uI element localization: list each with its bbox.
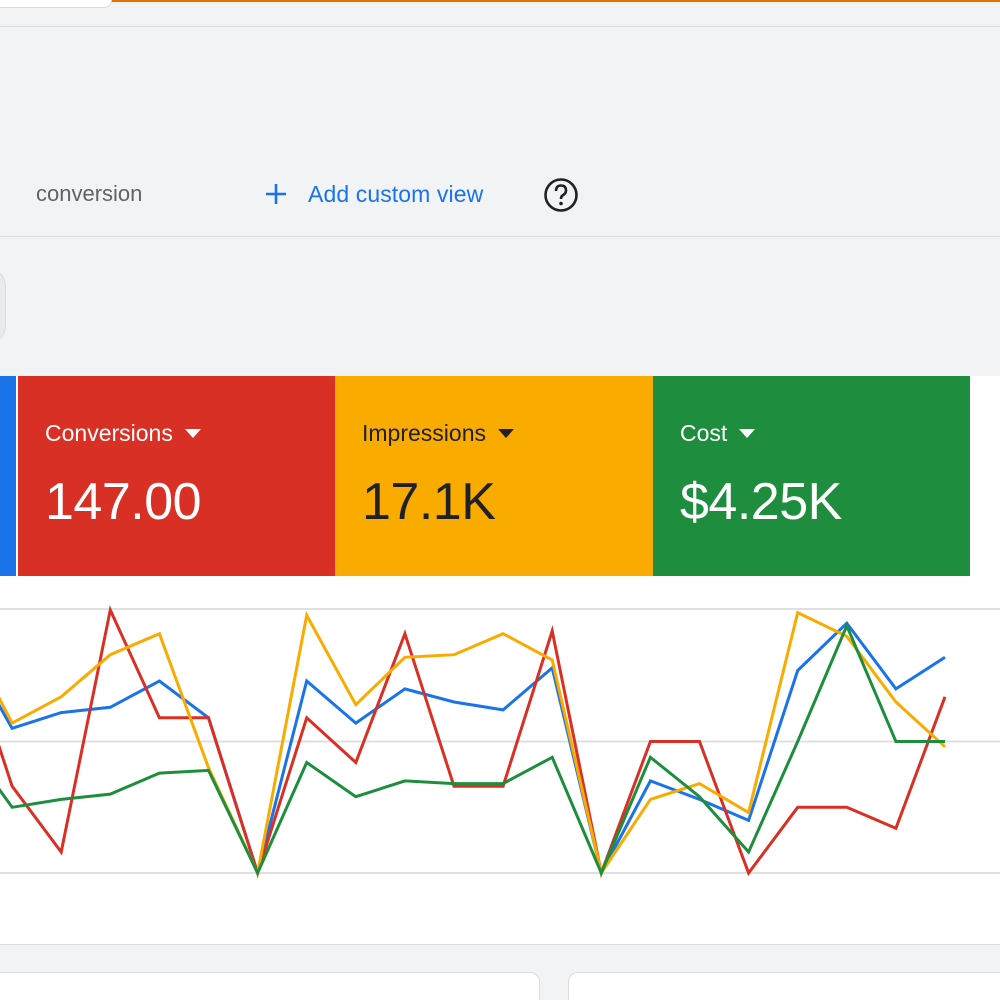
tab-conversion[interactable]: conversion [36,181,143,206]
series-line-blue [0,620,946,879]
series-line-red [0,605,947,879]
metric-card-conversions[interactable]: Conversions 147.00 [18,376,335,576]
plus-icon [266,184,286,204]
metric-label: Impressions [362,420,486,446]
metric-value: 17.1K [362,473,496,531]
caret-down-icon [184,428,201,438]
metric-value: $4.25K [680,473,842,531]
top-control-edge[interactable] [0,0,112,8]
metric-card-cost[interactable]: Cost $4.25K [653,376,970,576]
metric-header[interactable]: Cost [680,420,756,447]
caret-down-icon [739,428,756,438]
caret-down-icon [497,428,514,438]
series-line-yellow [0,610,947,878]
header-divider [0,26,1000,27]
tabs-divider [0,236,1000,237]
view-tabs: conversion Add custom view [0,160,1000,230]
metric-header[interactable]: Conversions [45,420,201,447]
bottom-card-left [0,972,540,1000]
add-custom-view-button[interactable]: Add custom view [264,174,483,214]
performance-line-chart [0,605,1000,879]
chart-series [0,605,947,879]
bottom-card-right [568,972,1000,1000]
metric-label: Cost [680,420,728,446]
performance-panel: Conversions 147.00 Impressions 17.1K Cos… [0,376,1000,945]
add-custom-view-label: Add custom view [308,180,484,207]
help-circle-icon[interactable] [542,176,580,214]
top-accent-line [0,0,1000,2]
chart-gridlines [0,608,1000,874]
metric-header[interactable]: Impressions [362,420,514,447]
metric-card-impressions[interactable]: Impressions 17.1K [335,376,653,576]
metric-label: Conversions [45,420,173,446]
metric-card-clicks-partial[interactable] [0,376,16,576]
series-line-green [0,621,945,877]
collapsed-panel-handle[interactable] [0,268,6,344]
metric-value: 147.00 [45,473,202,531]
